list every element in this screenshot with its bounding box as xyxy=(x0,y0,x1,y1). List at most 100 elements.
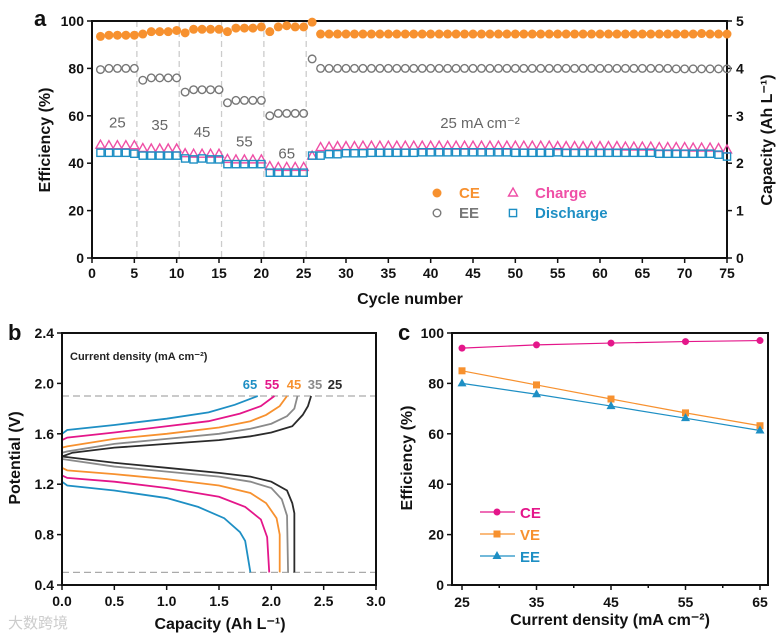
panel-a-point-ee xyxy=(231,95,241,105)
panel-a-point-ee xyxy=(95,65,105,75)
panel-a-point-ee xyxy=(680,64,690,74)
panel-a-point-ce xyxy=(671,29,681,39)
panel-a-point-ce xyxy=(248,23,258,33)
panel-a-point-discharge xyxy=(248,159,258,169)
panel-b-discharge-curve-35 xyxy=(61,458,289,573)
panel-a-point-ce xyxy=(663,29,673,39)
panel-c-point-ee xyxy=(532,389,541,398)
panel-a-point-ce xyxy=(324,29,334,39)
panel-a-point-discharge xyxy=(172,151,181,160)
panel-a-y2tick-label: 0 xyxy=(736,250,744,266)
panel-a-point-discharge xyxy=(324,149,334,159)
panel-a-point-charge xyxy=(535,139,547,150)
panel-a-point-discharge xyxy=(561,148,571,158)
panel-label-b: b xyxy=(8,320,21,345)
panel-a-point-charge xyxy=(577,140,589,151)
panel-a-point-ce xyxy=(476,29,486,39)
panel-a-point-ee xyxy=(349,63,359,73)
panel-a-point-ce xyxy=(214,24,224,34)
panel-a-point-charge xyxy=(297,161,310,172)
panel-a-point-charge xyxy=(111,139,124,150)
panel-a-point-discharge xyxy=(265,168,275,177)
panel-a-point-ee xyxy=(417,63,427,73)
panel-a-point-ce xyxy=(536,29,546,39)
watermark: 大数跨境 xyxy=(8,614,68,632)
panel-a-point-ee xyxy=(392,63,402,73)
panel-a-frame xyxy=(91,20,728,259)
panel-a-point-charge xyxy=(331,140,344,151)
panel-a-point-ce xyxy=(688,29,698,39)
panel-a-annotation: 65 xyxy=(278,145,295,162)
panel-a-point-charge xyxy=(399,139,411,150)
panel-a-point-ce xyxy=(290,22,300,32)
panel-a-point-ee xyxy=(620,63,630,73)
panel-a-point-charge xyxy=(255,153,268,164)
panel-c-xlabel: Current density (mA cm⁻²) xyxy=(510,612,710,629)
panel-c-ytick-label: 40 xyxy=(428,476,444,492)
panel-a-point-charge xyxy=(712,142,725,153)
panel-a-point-ce xyxy=(620,29,630,39)
panel-c-point-ee xyxy=(606,401,616,410)
panel-a-point-charge xyxy=(619,140,632,151)
panel-a-point-ce xyxy=(443,29,453,39)
panel-a-point-ce xyxy=(434,29,444,39)
panel-a-point-charge xyxy=(475,139,488,150)
panel-a-point-discharge xyxy=(536,148,546,158)
panel-a-point-ce xyxy=(485,29,495,39)
panel-a-legend-label: Charge xyxy=(535,185,587,202)
panel-a-point-discharge xyxy=(485,147,495,157)
panel-a-xtick-label: 30 xyxy=(338,265,354,281)
panel-a-point-ee xyxy=(366,63,376,73)
panel-a-point-discharge xyxy=(375,148,385,158)
panel-a-point-ce xyxy=(222,27,232,37)
panel-c-point-ce xyxy=(533,341,540,349)
panel-a-point-ee xyxy=(570,63,580,73)
panel-a-point-charge xyxy=(424,139,437,150)
panel-b-ytick-label: 0.8 xyxy=(35,527,55,543)
panel-c-legend-marker xyxy=(492,551,502,559)
panel-a-point-discharge xyxy=(477,147,486,157)
panel-a-y2tick-label: 1 xyxy=(736,203,744,219)
panel-a-point-discharge xyxy=(367,148,376,158)
panel-a-point-ce xyxy=(527,29,537,39)
panel-a-point-discharge xyxy=(697,149,706,159)
panel-a-y2tick-label: 4 xyxy=(736,60,744,76)
panel-b-xtick-label: 0.0 xyxy=(52,593,72,609)
panel-a-point-discharge xyxy=(714,150,723,159)
panel-a-point-ce xyxy=(417,29,427,39)
panel-a-point-charge xyxy=(450,139,462,150)
panel-a-point-charge xyxy=(264,160,276,171)
panel-a-point-discharge xyxy=(206,155,215,164)
panel-a-point-ee xyxy=(553,63,563,73)
panel-a-point-ce xyxy=(341,29,351,39)
panel-a-y2tick-label: 2 xyxy=(736,155,744,171)
panel-a-point-discharge xyxy=(443,147,452,157)
panel-a-point-charge xyxy=(518,139,530,150)
panel-a-point-charge xyxy=(585,140,598,151)
panel-a-annotation: 25 xyxy=(109,115,126,132)
panel-a-point-discharge xyxy=(104,148,114,158)
panel-a-xtick-label: 65 xyxy=(635,265,651,281)
panel-a-point-charge xyxy=(441,139,454,150)
panel-a-point-ee xyxy=(714,64,724,74)
panel-a-point-charge xyxy=(416,139,428,150)
panel-a-point-charge xyxy=(433,139,445,150)
panel-c-ylabel: Efficiency (%) xyxy=(399,406,416,511)
panel-a-xtick-label: 55 xyxy=(550,265,566,281)
panel-a-point-charge xyxy=(678,141,691,152)
panel-b-charge-curve-65 xyxy=(61,395,259,435)
panel-a-xtick-label: 10 xyxy=(169,265,185,281)
panel-a-point-ce xyxy=(451,29,461,39)
panel-a-point-ee xyxy=(595,63,605,73)
panel-a-point-discharge xyxy=(113,148,122,158)
panel-a-point-discharge xyxy=(307,151,317,160)
panel-c-xtick-label: 45 xyxy=(603,594,619,610)
panel-a-y2tick-label: 5 xyxy=(736,13,744,29)
panel-c-point-ve xyxy=(682,409,689,417)
panel-c-point-ve xyxy=(458,367,466,375)
panel-a-point-discharge xyxy=(400,148,410,158)
panel-a-point-ce xyxy=(316,29,326,39)
panel-b-frame xyxy=(61,332,377,586)
panel-a-point-ee xyxy=(383,63,393,73)
panel-a-point-ce xyxy=(349,29,359,39)
